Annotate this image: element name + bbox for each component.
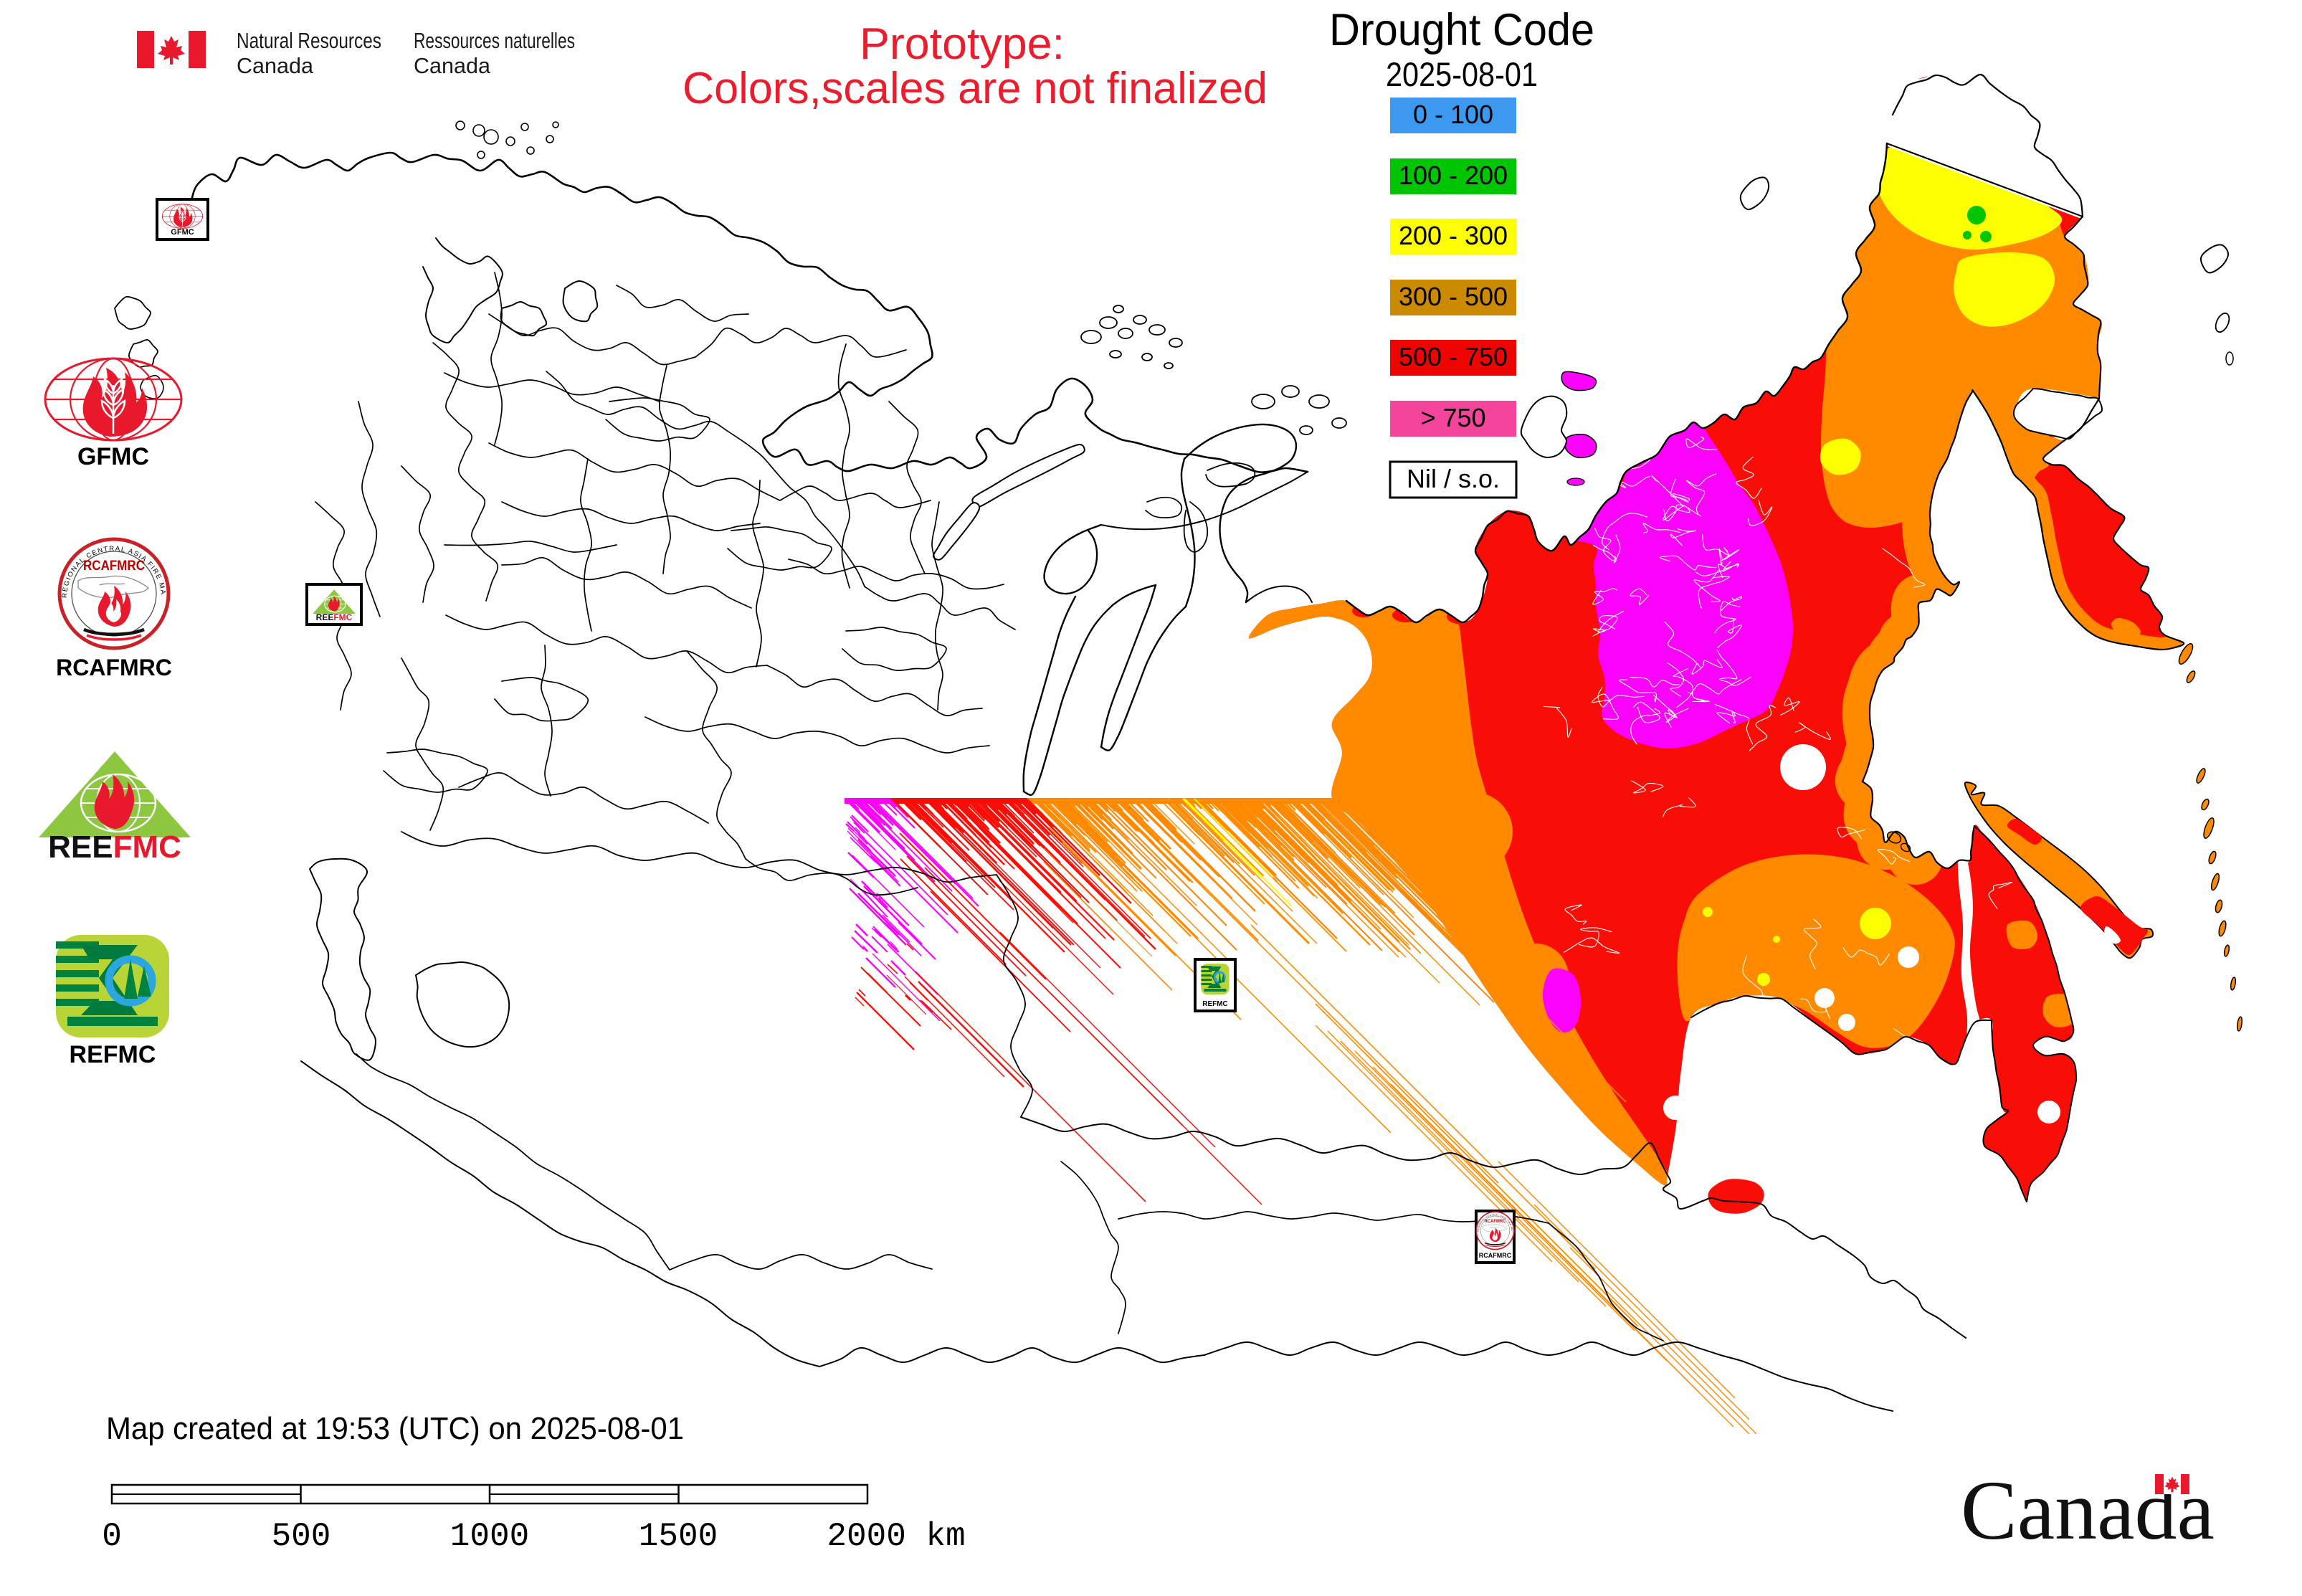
svg-text:REEFMC: REEFMC [316, 612, 353, 622]
svg-text:100 - 200: 100 - 200 [1399, 161, 1508, 190]
svg-text:Canada: Canada [237, 53, 314, 78]
svg-text:> 750: > 750 [1420, 403, 1485, 432]
svg-text:Colors,scales are not finalize: Colors,scales are not finalized [682, 64, 1267, 113]
svg-text:200 - 300: 200 - 300 [1399, 221, 1508, 250]
svg-text:500 - 750: 500 - 750 [1399, 342, 1508, 371]
svg-text:RCAFMRC: RCAFMRC [83, 559, 145, 574]
svg-text:Nil / s.o.: Nil / s.o. [1407, 464, 1500, 493]
svg-text:REFMC: REFMC [1202, 1000, 1228, 1008]
svg-text:500: 500 [272, 1518, 331, 1555]
svg-text:2025-08-01: 2025-08-01 [1386, 55, 1538, 93]
svg-text:1500: 1500 [639, 1518, 718, 1555]
svg-text:Canada: Canada [414, 53, 491, 78]
svg-text:Prototype:: Prototype: [860, 19, 1065, 69]
svg-text:0: 0 [102, 1518, 122, 1555]
svg-text:Natural Resources: Natural Resources [237, 28, 381, 53]
svg-text:RCAFMRC: RCAFMRC [1479, 1252, 1512, 1259]
svg-text:GFMC: GFMC [171, 228, 194, 237]
svg-text:Ressources naturelles: Ressources naturelles [414, 28, 575, 53]
svg-text:RCAFMRC: RCAFMRC [1485, 1219, 1506, 1224]
svg-text:0 - 100: 0 - 100 [1413, 100, 1493, 129]
svg-text:2000 km: 2000 km [827, 1518, 965, 1555]
svg-text:REEFMC: REEFMC [48, 830, 181, 865]
svg-text:Map created at 19:53 (UTC) on: Map created at 19:53 (UTC) on 2025-08-01 [106, 1411, 684, 1446]
svg-text:GFMC: GFMC [77, 443, 149, 470]
svg-text:300 - 500: 300 - 500 [1399, 282, 1508, 311]
svg-text:RCAFMRC: RCAFMRC [56, 655, 172, 680]
svg-text:REFMC: REFMC [70, 1041, 156, 1068]
svg-text:Drought Code: Drought Code [1329, 5, 1594, 55]
svg-text:1000: 1000 [450, 1518, 529, 1555]
